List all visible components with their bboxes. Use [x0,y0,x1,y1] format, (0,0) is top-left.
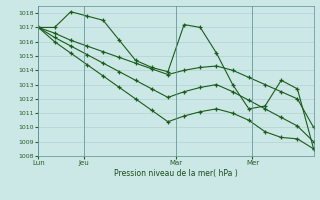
X-axis label: Pression niveau de la mer( hPa ): Pression niveau de la mer( hPa ) [114,169,238,178]
